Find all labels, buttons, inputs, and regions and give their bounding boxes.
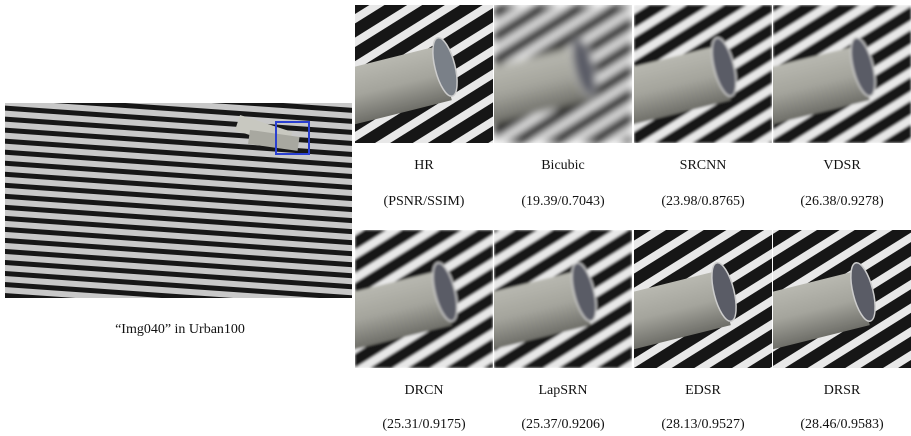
score-label: (28.46/0.9583)	[800, 417, 884, 432]
method-label: HR	[414, 158, 434, 173]
score-label: (28.13/0.9527)	[661, 417, 745, 432]
panel-content	[470, 5, 632, 143]
panel-image	[331, 230, 493, 368]
main-caption: “Img040” in Urban100	[115, 322, 245, 337]
method-label: VDSR	[823, 158, 861, 173]
score-label: (25.37/0.9206)	[521, 417, 605, 432]
panel-content	[749, 230, 911, 368]
score-label: (25.31/0.9175)	[382, 417, 466, 432]
method-label: DRCN	[405, 383, 444, 398]
panel-content	[749, 5, 911, 143]
method-label: DRSR	[824, 383, 861, 398]
panel-image	[470, 5, 632, 143]
panel-image	[610, 5, 772, 143]
score-label: (23.98/0.8765)	[661, 194, 745, 209]
method-label: Bicubic	[541, 158, 585, 173]
score-label: (PSNR/SSIM)	[384, 194, 465, 209]
method-label: SRCNN	[680, 158, 727, 173]
panel-image	[610, 230, 772, 368]
figure: “Img040” in Urban100 HR (PSNR/SSIM) Bicubi…	[0, 0, 911, 436]
panel-content	[470, 230, 632, 368]
score-label: (19.39/0.7043)	[521, 194, 605, 209]
panel-image	[749, 230, 911, 368]
method-label: LapSRN	[539, 383, 588, 398]
panel-content	[610, 230, 772, 368]
panel-content	[331, 230, 493, 368]
panel-image	[470, 230, 632, 368]
panel-content	[610, 5, 772, 143]
panel-image	[331, 5, 493, 143]
method-label: EDSR	[685, 383, 721, 398]
panel-content	[331, 5, 493, 143]
main-image	[5, 103, 352, 298]
panel-grid: HR (PSNR/SSIM) Bicubic (19.39/0.7043) SRCNN (…	[331, 5, 911, 432]
panel-image	[749, 5, 911, 143]
score-label: (26.38/0.9278)	[800, 194, 884, 209]
